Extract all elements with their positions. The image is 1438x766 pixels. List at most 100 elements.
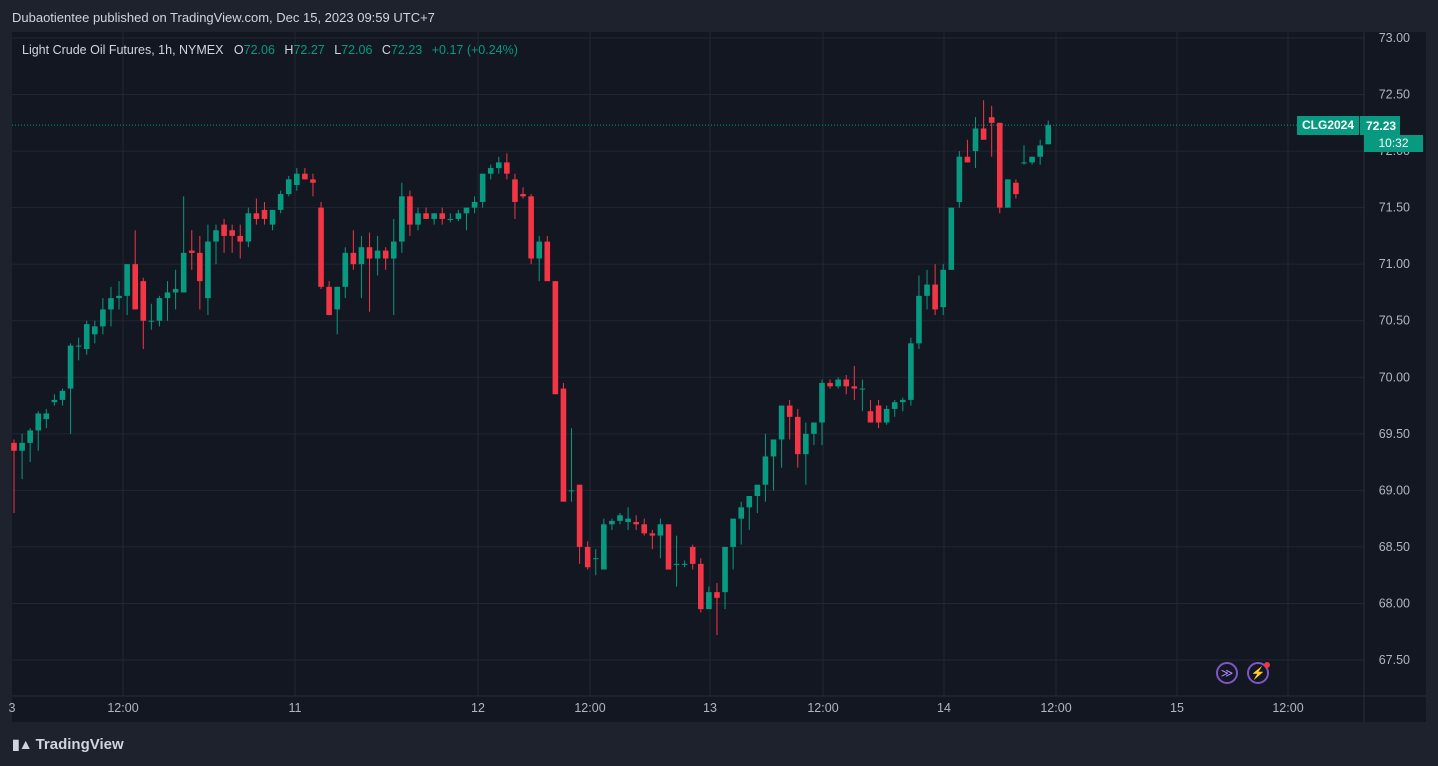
notification-dot xyxy=(1264,662,1270,668)
candle-body xyxy=(75,345,82,347)
candle-body xyxy=(528,196,534,259)
x-tick-label: 12 xyxy=(471,701,485,715)
candle-body xyxy=(487,168,494,174)
publisher-line: Dubaotientee published on TradingView.co… xyxy=(12,10,435,25)
candle-body xyxy=(754,484,761,497)
candle-body xyxy=(496,162,502,169)
candle-body xyxy=(205,241,211,299)
x-tick-label: 12:00 xyxy=(107,701,138,715)
candle-body xyxy=(19,442,25,451)
candle-body xyxy=(374,250,381,259)
candle-body xyxy=(641,524,648,534)
candle-body xyxy=(1005,179,1011,208)
candle-body xyxy=(423,213,429,219)
candle-body xyxy=(366,247,373,259)
candle-body xyxy=(294,173,300,186)
candle-body xyxy=(302,173,308,180)
candle-body xyxy=(318,207,324,287)
candle-body xyxy=(875,405,882,423)
candle-body xyxy=(172,289,179,293)
candle-body xyxy=(778,405,785,440)
candle-body xyxy=(568,490,575,492)
x-tick-label: 13 xyxy=(703,701,717,715)
candle-body xyxy=(859,388,866,390)
candle-body xyxy=(698,563,704,610)
candle-body xyxy=(811,422,817,434)
y-tick-label: 69.00 xyxy=(1379,483,1410,497)
x-tick-label: 12:00 xyxy=(1040,701,1071,715)
x-tick-label: 3 xyxy=(9,701,16,715)
candle-body xyxy=(1045,125,1052,145)
y-tick-label: 70.50 xyxy=(1379,314,1410,328)
candle-body xyxy=(617,515,623,521)
candle-body xyxy=(415,213,421,225)
brand-name: TradingView xyxy=(35,736,124,753)
y-tick-label: 70.00 xyxy=(1379,370,1410,384)
candle-body xyxy=(770,439,777,457)
candle-body xyxy=(891,402,898,409)
candle-body xyxy=(326,286,332,316)
replay-icon[interactable]: ≫ xyxy=(1216,662,1238,684)
candle-body xyxy=(261,209,268,219)
candle-body xyxy=(253,213,260,219)
candle-body xyxy=(584,546,591,568)
candle-body xyxy=(229,230,235,236)
candle-body xyxy=(924,284,930,296)
candle-body xyxy=(156,298,163,321)
candle-body xyxy=(43,413,50,420)
candle-body xyxy=(213,230,219,242)
candle-body xyxy=(100,309,106,327)
candle-body xyxy=(67,345,74,389)
candle-body xyxy=(59,390,66,400)
candle-body xyxy=(92,326,98,335)
candle-body xyxy=(996,122,1003,208)
legend-high: 72.27 xyxy=(293,43,325,57)
candle-body xyxy=(601,524,607,570)
candle-body xyxy=(964,156,971,163)
candle-body xyxy=(972,128,979,152)
candle-body xyxy=(536,241,542,259)
candle-body xyxy=(269,209,276,225)
candle-body xyxy=(439,213,446,219)
candle-body xyxy=(108,298,114,310)
candle-body xyxy=(512,179,518,202)
candle-body xyxy=(180,252,187,293)
bar-countdown: 10:32 xyxy=(1364,135,1423,152)
y-tick-label: 71.00 xyxy=(1379,257,1410,271)
candle-body xyxy=(479,173,486,202)
candle-body xyxy=(382,250,389,259)
candle-body xyxy=(447,218,454,220)
price-tag-symbol: CLG2024 xyxy=(1297,116,1361,135)
legend-open-label: O xyxy=(233,43,244,57)
legend-open: 72.06 xyxy=(243,43,275,57)
candle-body xyxy=(148,320,155,322)
candle-body xyxy=(463,207,470,214)
candle-body xyxy=(673,563,680,565)
candle-body xyxy=(948,207,955,270)
candle-body xyxy=(237,235,244,242)
legend-symbol: Light Crude Oil Futures, 1h, NYMEX xyxy=(22,43,224,57)
candle-body xyxy=(714,592,720,598)
candle-body xyxy=(689,546,696,564)
candle-body xyxy=(455,213,462,219)
candle-body xyxy=(197,252,203,282)
candle-body xyxy=(471,201,478,208)
candle-body xyxy=(940,269,946,308)
candle-body xyxy=(819,382,825,423)
candle-body xyxy=(277,194,284,210)
legend-high-label: H xyxy=(284,43,294,57)
candle-body xyxy=(609,520,615,525)
candle-body xyxy=(342,252,349,287)
x-tick-label: 12:00 xyxy=(1272,701,1303,715)
lightning-icon[interactable]: ⚡ xyxy=(1247,662,1269,684)
y-tick-label: 71.50 xyxy=(1379,201,1410,215)
tradingview-logo[interactable]: ▮▲ TradingView xyxy=(12,736,124,753)
candle-body xyxy=(520,194,526,197)
x-tick-label: 15 xyxy=(1170,701,1184,715)
last-price-tag: CLG2024 72.23 xyxy=(1297,116,1401,135)
candle-body xyxy=(988,117,995,123)
candle-body xyxy=(657,524,664,536)
tradingview-logo-icon: ▮▲ xyxy=(12,736,33,752)
candle-body xyxy=(722,546,728,593)
